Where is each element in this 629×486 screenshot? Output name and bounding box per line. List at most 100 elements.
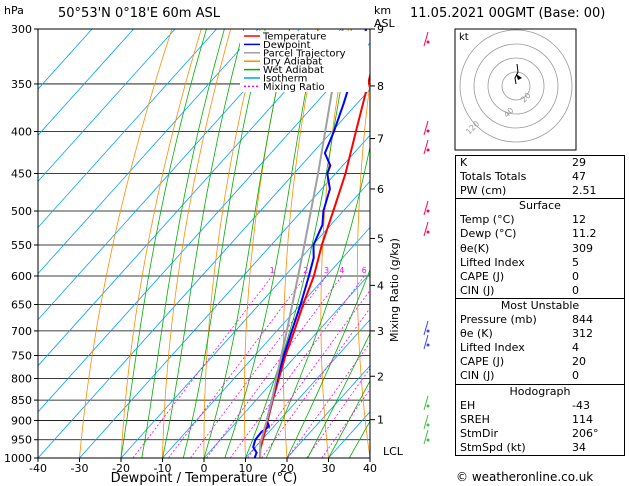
isotherm-line — [38, 42, 370, 413]
stmdir-label: StmDir — [460, 426, 499, 440]
dry-adiabat-line — [162, 29, 232, 458]
mixing-ratio-line — [287, 342, 370, 458]
surface-dewp-label: Dewp (°C) — [460, 227, 517, 241]
wet-adiabat-line — [245, 29, 352, 458]
plot-frame — [37, 28, 371, 459]
pressure-tick-label: 800 — [11, 372, 32, 385]
mixing-ratio-line — [306, 367, 370, 458]
dry-adiabat-line — [79, 29, 173, 458]
isotherm-line — [286, 365, 370, 458]
series-dewpoint — [252, 29, 367, 458]
pressure-tick-label: 1000 — [4, 452, 32, 465]
mixing-ratio-label: 2 — [303, 266, 308, 275]
hodograph-ring — [487, 57, 545, 115]
surface-thetae-value: 309 — [572, 241, 593, 255]
stmdir-value: 206° — [572, 426, 599, 440]
dry-adiabat-line — [356, 80, 370, 458]
mixing-ratio-axis-title: Mixing Ratio (g/kg) — [388, 238, 401, 342]
credit-label: © weatheronline.co.uk — [456, 470, 594, 484]
wet-adiabat-line — [307, 332, 370, 458]
mu-li-label: Lifted Index — [460, 341, 525, 355]
km-tick-label: 7 — [377, 133, 384, 146]
tt-label: Totals Totals — [460, 170, 527, 184]
hpa-label: hPa — [4, 4, 24, 17]
indices-table: K 29 Totals Totals 47 PW (cm) 2.51 Surface … — [455, 155, 625, 456]
tt-value: 47 — [572, 170, 586, 184]
surface-title: Surface — [519, 199, 561, 213]
wet-adiabat-line — [203, 29, 290, 458]
eh-label: EH — [460, 398, 476, 412]
pressure-tick-label: 650 — [11, 299, 32, 312]
series-parcel-trajectory — [259, 29, 344, 458]
x-tick-label: 0 — [201, 462, 208, 475]
surface-cin-label: CIN (J) — [460, 283, 495, 297]
wind-barb — [423, 120, 429, 136]
legend-label: Wet Adiabat — [263, 65, 324, 76]
wind-barb-dot — [426, 40, 430, 44]
x-axis-title: Dewpoint / Temperature (°C) — [111, 471, 298, 486]
unstable-box: Most Unstable Pressure (mb) 844 θe (K) 312… — [455, 298, 625, 385]
wet-adiabat-line — [182, 29, 266, 458]
legend-label: Temperature — [262, 32, 326, 43]
wind-barb — [423, 414, 429, 430]
pressure-tick-label: 300 — [11, 23, 32, 36]
wind-barb — [423, 221, 429, 237]
hodograph-box: Hodograph EH -43 SREH 114 StmDir 206° StmSp… — [455, 384, 625, 455]
isotherm-line — [38, 29, 134, 136]
legend-label: Parcel Trajectory — [263, 48, 346, 59]
x-tick-label: 40 — [363, 462, 377, 475]
km-tick-label: 4 — [377, 279, 384, 292]
km-tick-label: 8 — [377, 80, 384, 93]
x-tick-label: -40 — [29, 462, 47, 475]
pressure-tick-label: 400 — [11, 126, 32, 139]
mixing-ratio-label: 8 — [378, 266, 383, 275]
km-tick-label: 5 — [377, 232, 384, 245]
wind-barb — [423, 31, 429, 47]
stmspd-value: 34 — [572, 440, 586, 454]
pw-label: PW (cm) — [460, 184, 507, 198]
mu-pressure-value: 844 — [572, 313, 593, 327]
hodograph-frame — [454, 28, 577, 151]
location-title: 50°53'N 0°18'E 60m ASL — [58, 6, 220, 21]
isotherm-line — [38, 29, 217, 229]
wind-barb — [423, 429, 429, 445]
wind-barb-dot — [426, 423, 430, 427]
surface-box: Surface Temp (°C) 12 Dewp (°C) 11.2 θe(K) 3… — [455, 198, 625, 299]
eh-value: -43 — [572, 398, 590, 412]
k-label: K — [460, 156, 468, 169]
isotherm-line — [245, 319, 370, 458]
wind-barb-dot — [426, 209, 430, 213]
wet-adiabat-line — [141, 29, 225, 458]
legend-label: Dewpoint — [263, 40, 311, 51]
isotherm-line — [162, 226, 370, 458]
lcl-label: LCL — [383, 445, 404, 458]
sreh-label: SREH — [460, 412, 490, 426]
wind-barb-dot — [426, 343, 430, 347]
mixing-ratio-line — [168, 275, 307, 458]
mu-pressure-label: Pressure (mb) — [460, 313, 537, 327]
isotherm-line — [38, 29, 259, 275]
legend-label: Mixing Ratio — [263, 82, 325, 93]
isotherm-line — [38, 29, 342, 367]
mixing-ratio-line — [229, 275, 365, 458]
isotherm-line — [38, 29, 300, 321]
hodograph-ring — [473, 43, 559, 129]
pressure-tick-label: 350 — [11, 78, 32, 91]
isotherm-line — [38, 29, 176, 182]
surface-dewp-value: 11.2 — [572, 227, 597, 241]
wind-barb-dot — [426, 329, 430, 333]
wind-barb — [423, 200, 429, 216]
wind-barb-dot — [426, 148, 430, 152]
series-temperature — [259, 71, 370, 458]
mixing-ratio-label: 3 — [324, 266, 329, 275]
mu-cape-label: CAPE (J) — [460, 355, 505, 369]
pressure-tick-label: 700 — [11, 325, 32, 338]
pressure-tick-label: 500 — [11, 205, 32, 218]
pressure-tick-label: 550 — [11, 239, 32, 252]
wind-barb-dot — [426, 404, 430, 408]
hodograph-ring — [501, 71, 531, 101]
mu-thetae-label: θe (K) — [460, 327, 493, 341]
isotherm-line — [38, 88, 370, 458]
surface-cape-value: 0 — [572, 269, 579, 283]
